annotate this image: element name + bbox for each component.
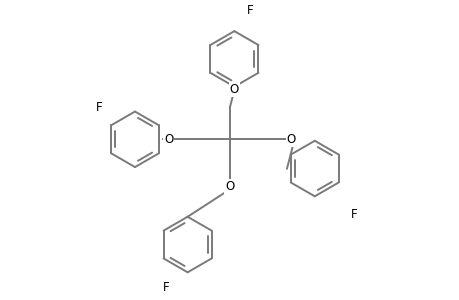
Text: F: F bbox=[96, 100, 103, 114]
Text: O: O bbox=[229, 83, 239, 96]
Text: O: O bbox=[286, 133, 295, 146]
Text: F: F bbox=[246, 4, 253, 16]
Text: F: F bbox=[162, 281, 169, 294]
Text: O: O bbox=[164, 133, 173, 146]
Text: F: F bbox=[351, 208, 357, 221]
Text: O: O bbox=[225, 180, 234, 193]
